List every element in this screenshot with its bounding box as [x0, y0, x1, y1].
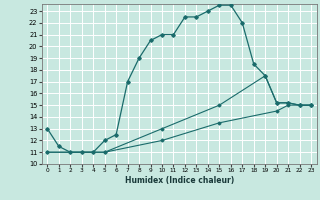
- X-axis label: Humidex (Indice chaleur): Humidex (Indice chaleur): [124, 176, 234, 185]
